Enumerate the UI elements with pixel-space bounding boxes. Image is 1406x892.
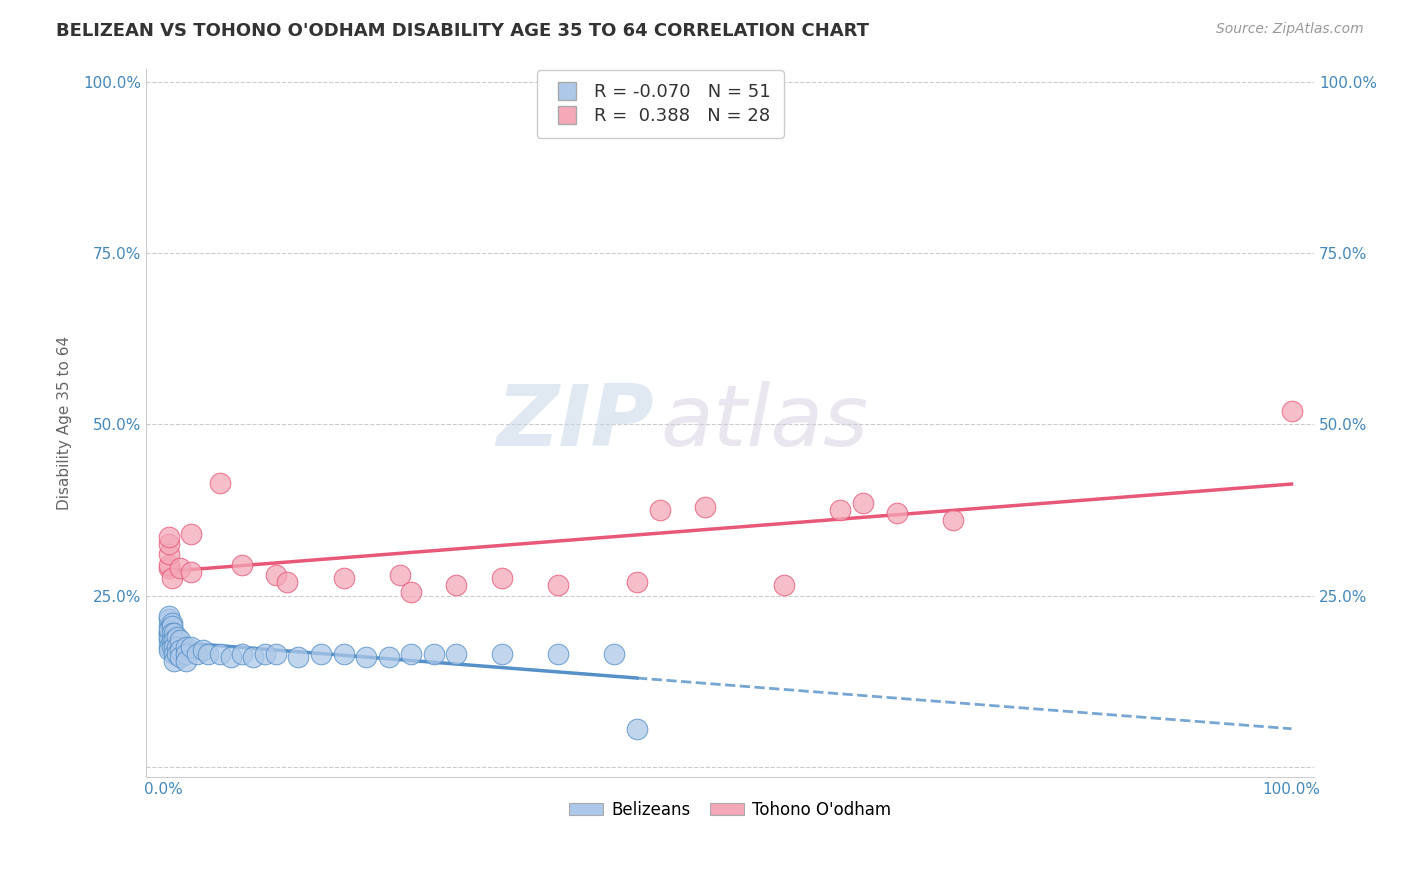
Point <box>160 571 183 585</box>
Point <box>166 640 188 654</box>
Point <box>160 626 183 640</box>
Point <box>160 632 183 647</box>
Point <box>309 647 332 661</box>
Point <box>264 568 287 582</box>
Point <box>276 574 298 589</box>
Point <box>401 647 423 661</box>
Point <box>253 647 276 661</box>
Point <box>160 640 183 654</box>
Point <box>693 500 716 514</box>
Point <box>157 609 180 624</box>
Point <box>219 650 242 665</box>
Point <box>180 527 202 541</box>
Point <box>174 647 197 661</box>
Point <box>1281 403 1303 417</box>
Point <box>157 632 180 647</box>
Point <box>626 722 648 736</box>
Point <box>389 568 412 582</box>
Text: Source: ZipAtlas.com: Source: ZipAtlas.com <box>1216 22 1364 37</box>
Text: BELIZEAN VS TOHONO O'ODHAM DISABILITY AGE 35 TO 64 CORRELATION CHART: BELIZEAN VS TOHONO O'ODHAM DISABILITY AG… <box>56 22 869 40</box>
Point <box>163 647 186 661</box>
Point <box>180 640 202 654</box>
Point <box>446 578 468 592</box>
Text: atlas: atlas <box>659 381 868 464</box>
Point <box>446 647 468 661</box>
Point <box>157 640 180 654</box>
Point <box>186 647 208 661</box>
Point <box>174 653 197 667</box>
Point <box>401 585 423 599</box>
Point <box>163 640 186 654</box>
Point <box>169 632 191 647</box>
Point <box>157 626 180 640</box>
Point <box>626 574 648 589</box>
Point <box>378 650 401 665</box>
Point <box>603 647 626 661</box>
Point <box>852 496 875 510</box>
Point <box>166 647 188 661</box>
Point <box>942 513 965 527</box>
Point <box>157 561 180 575</box>
Point <box>197 647 219 661</box>
Point <box>163 626 186 640</box>
Point <box>157 619 180 633</box>
Point <box>157 558 180 572</box>
Y-axis label: Disability Age 35 to 64: Disability Age 35 to 64 <box>58 335 72 509</box>
Point <box>157 643 180 657</box>
Point <box>157 630 180 644</box>
Point <box>157 626 180 640</box>
Point <box>332 647 354 661</box>
Point <box>491 571 513 585</box>
Point <box>547 578 569 592</box>
Point <box>157 612 180 626</box>
Point <box>354 650 377 665</box>
Point <box>160 619 183 633</box>
Point <box>332 571 354 585</box>
Point <box>157 537 180 551</box>
Point <box>491 647 513 661</box>
Point <box>157 623 180 637</box>
Point <box>157 530 180 544</box>
Point <box>547 647 569 661</box>
Point <box>174 640 197 654</box>
Point <box>423 647 446 661</box>
Point <box>191 643 214 657</box>
Point <box>169 643 191 657</box>
Point <box>830 503 852 517</box>
Point <box>157 548 180 562</box>
Point <box>169 650 191 665</box>
Point <box>163 653 186 667</box>
Point <box>208 647 231 661</box>
Point <box>772 578 794 592</box>
Point <box>169 561 191 575</box>
Point <box>160 615 183 630</box>
Point <box>180 565 202 579</box>
Point <box>231 647 253 661</box>
Point <box>242 650 264 665</box>
Point <box>264 647 287 661</box>
Point <box>231 558 253 572</box>
Point <box>287 650 309 665</box>
Point <box>208 475 231 490</box>
Point <box>648 503 671 517</box>
Legend: Belizeans, Tohono O'odham: Belizeans, Tohono O'odham <box>562 794 897 825</box>
Point <box>886 507 908 521</box>
Point <box>166 630 188 644</box>
Text: ZIP: ZIP <box>496 381 654 464</box>
Point <box>163 632 186 647</box>
